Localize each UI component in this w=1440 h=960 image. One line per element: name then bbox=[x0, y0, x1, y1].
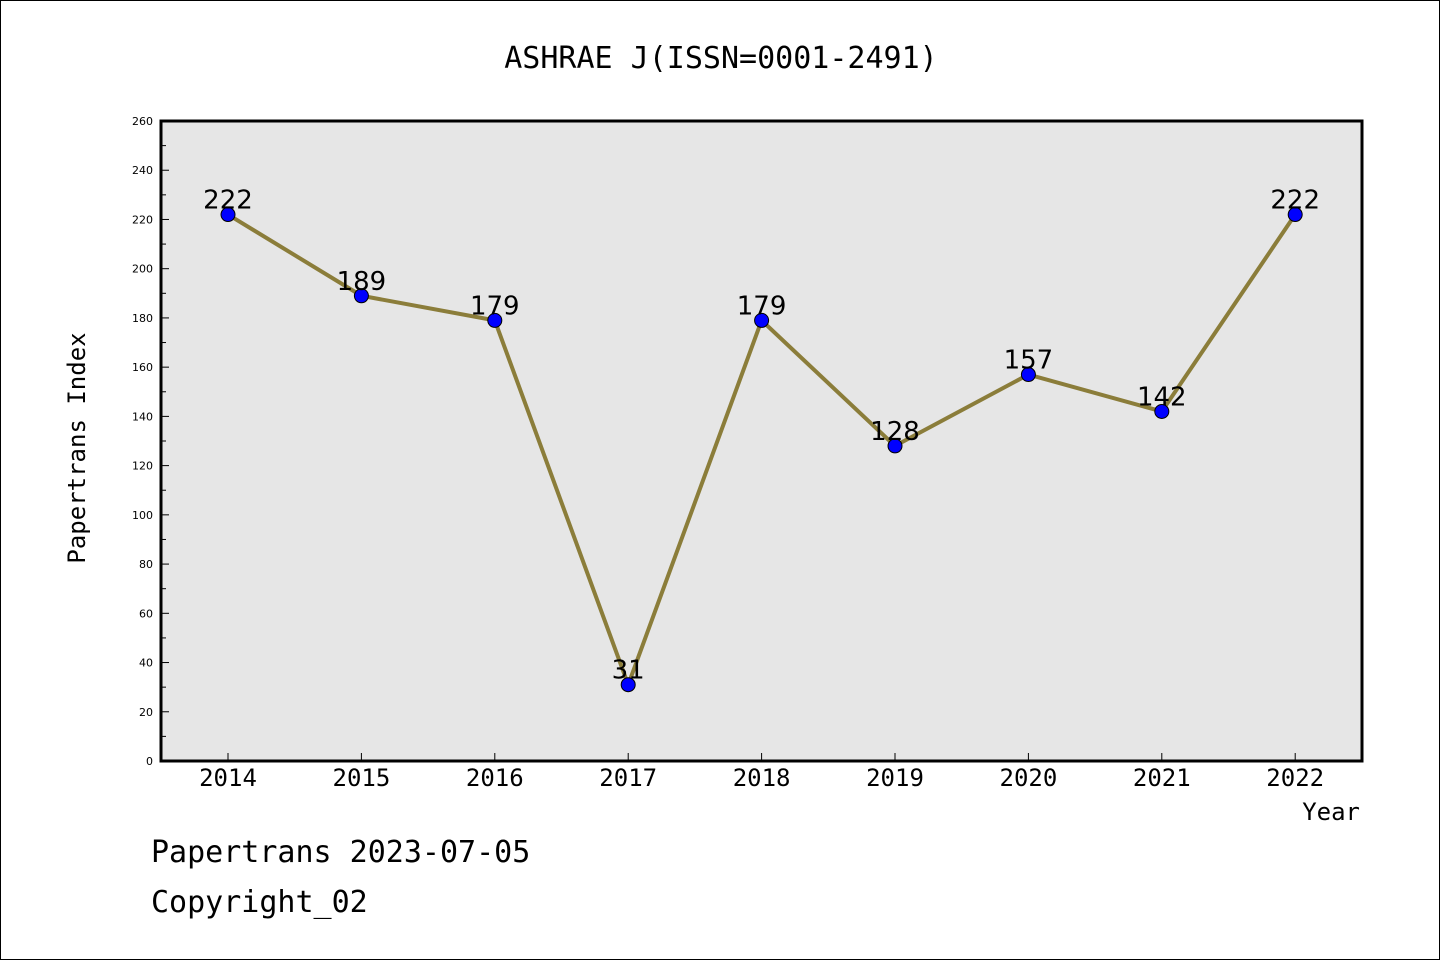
x-tick-label: 2020 bbox=[1000, 764, 1058, 792]
y-tick-label: 220 bbox=[132, 213, 153, 226]
data-label: 179 bbox=[737, 291, 787, 321]
y-tick-label: 120 bbox=[132, 460, 153, 473]
data-label: 222 bbox=[1270, 186, 1320, 216]
y-tick-label: 0 bbox=[146, 755, 153, 768]
x-tick-label: 2016 bbox=[466, 764, 524, 792]
data-point bbox=[1287, 207, 1303, 223]
data-point bbox=[887, 438, 903, 454]
y-tick-label: 240 bbox=[132, 164, 153, 177]
data-label: 222 bbox=[203, 186, 253, 216]
y-tick-label: 100 bbox=[132, 509, 153, 522]
data-label: 128 bbox=[870, 417, 920, 447]
y-tick-label: 180 bbox=[132, 312, 153, 325]
data-point bbox=[620, 677, 636, 693]
data-label: 189 bbox=[337, 267, 387, 297]
y-tick-label: 160 bbox=[132, 361, 153, 374]
y-tick-label: 20 bbox=[139, 706, 153, 719]
x-tick-label: 2017 bbox=[599, 764, 657, 792]
data-label: 31 bbox=[612, 656, 645, 686]
y-axis-label: Papertrans Index bbox=[63, 332, 91, 563]
data-label: 142 bbox=[1137, 382, 1187, 412]
x-axis-label: Year bbox=[1302, 798, 1360, 826]
data-point bbox=[220, 207, 236, 223]
y-axis-ticks: 0 20 40 60 80 100 120 140 160 180 200 220 240 260 bbox=[132, 115, 169, 768]
data-point bbox=[1020, 367, 1036, 383]
chart-title: ASHRAE J(ISSN=0001-2491) bbox=[504, 41, 937, 76]
data-label: 157 bbox=[1004, 346, 1054, 376]
data-label: 179 bbox=[470, 291, 520, 321]
x-tick-label: 2015 bbox=[333, 764, 391, 792]
data-point bbox=[754, 312, 770, 328]
data-point bbox=[353, 288, 369, 304]
plot-border bbox=[159, 119, 1364, 763]
x-axis-ticks: 2014 2015 2016 2017 2018 2019 2020 2021 2022 bbox=[199, 753, 1324, 792]
plot-area bbox=[161, 121, 1362, 761]
x-tick-label: 2022 bbox=[1266, 764, 1324, 792]
x-tick-label: 2014 bbox=[199, 764, 257, 792]
series-group: 222 189 179 31 179 128 157 142 222 bbox=[203, 186, 1320, 693]
y-tick-label: 80 bbox=[139, 558, 153, 571]
x-tick-label: 2021 bbox=[1133, 764, 1191, 792]
data-point bbox=[1154, 403, 1170, 419]
data-point bbox=[487, 312, 503, 328]
y-tick-label: 140 bbox=[132, 410, 153, 423]
x-tick-label: 2018 bbox=[733, 764, 791, 792]
footer-copyright-label: Copyright_02 bbox=[151, 885, 368, 920]
y-tick-label: 200 bbox=[132, 263, 153, 276]
x-tick-label: 2019 bbox=[866, 764, 924, 792]
y-tick-label: 260 bbox=[132, 115, 153, 128]
footer-date-label: Papertrans 2023-07-05 bbox=[151, 835, 531, 870]
y-tick-label: 60 bbox=[139, 607, 153, 620]
y-tick-label: 40 bbox=[139, 657, 153, 670]
